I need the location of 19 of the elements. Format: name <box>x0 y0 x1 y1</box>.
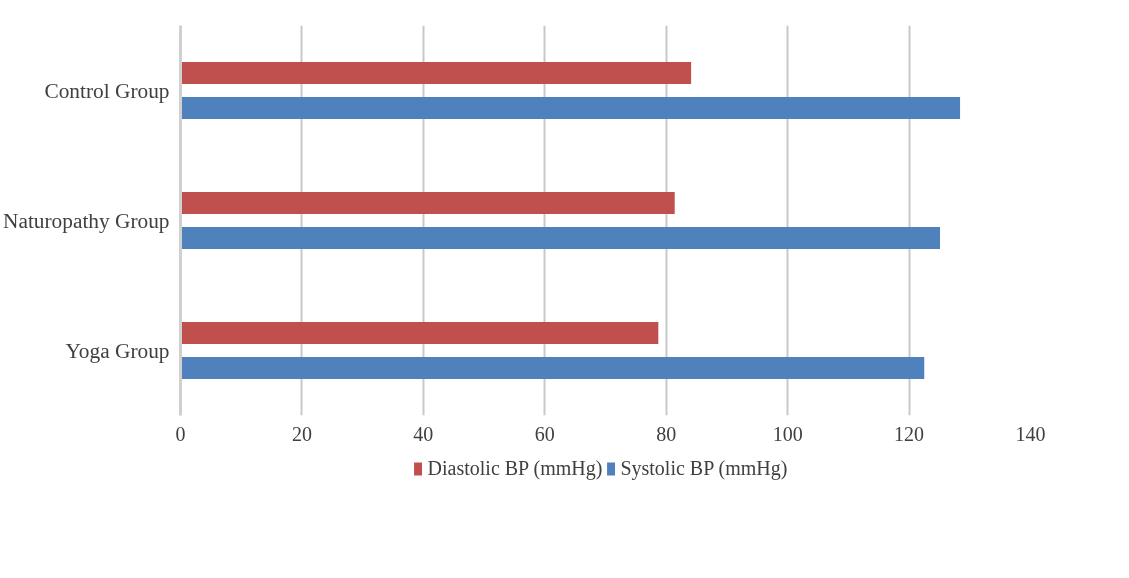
legend-label: Diastolic BP (mmHg) <box>427 456 603 480</box>
x-tick-label: 80 <box>656 422 677 445</box>
legend-label: Systolic BP (mmHg) <box>620 456 788 480</box>
y-tick-label: Control Group <box>44 78 170 103</box>
bar <box>180 61 692 84</box>
x-tick-label: 120 <box>894 422 925 445</box>
y-tick-label: Naturopathy Group <box>3 208 170 233</box>
x-tick-label: 60 <box>534 422 555 445</box>
bar <box>180 321 659 344</box>
bar <box>180 97 961 120</box>
bar <box>180 191 675 214</box>
x-tick-label: 40 <box>413 422 434 445</box>
bar <box>180 357 925 380</box>
x-tick-label: 100 <box>772 422 803 445</box>
x-tick-label: 140 <box>1015 422 1046 445</box>
x-tick-label: 0 <box>175 422 186 445</box>
x-tick-label: 20 <box>291 422 312 445</box>
y-tick-label: Yoga Group <box>65 338 170 363</box>
bar <box>180 227 941 250</box>
